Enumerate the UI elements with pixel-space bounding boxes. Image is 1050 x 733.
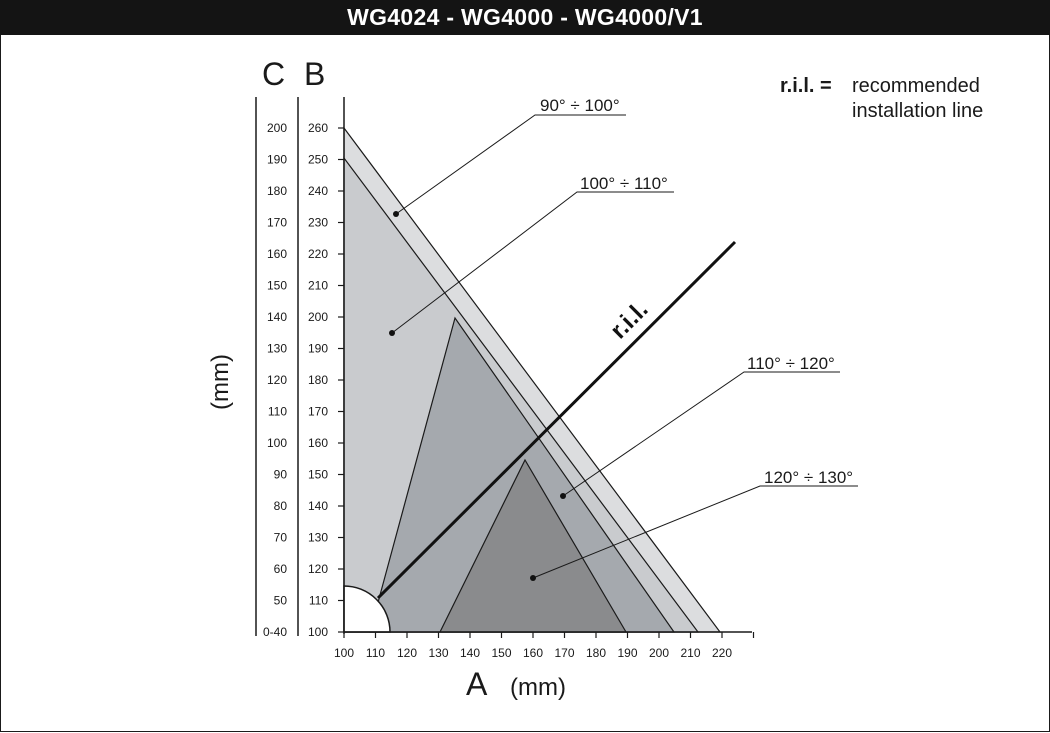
a-tick-label: 170: [554, 646, 574, 660]
a-tick-label: 140: [460, 646, 480, 660]
b-tick-label: 220: [308, 247, 328, 261]
c-tick-label: 100: [267, 436, 287, 450]
b-tick-label: 260: [308, 121, 328, 135]
c-tick-label: 90: [274, 468, 288, 482]
leader-dots: [389, 211, 566, 581]
region-label-110-120: 110° ÷ 120°: [747, 354, 835, 373]
a-tick-label: 160: [523, 646, 543, 660]
c-tick-label: 0-40: [263, 625, 287, 639]
c-tick-label: 170: [267, 216, 287, 230]
region-label-90-100: 90° ÷ 100°: [540, 96, 620, 115]
b-tick-label: 160: [308, 436, 328, 450]
axis-c-letter: C: [262, 56, 285, 92]
c-tick-label: 120: [267, 373, 287, 387]
a-tick-label: 150: [491, 646, 511, 660]
b-tick-label: 250: [308, 153, 328, 167]
c-tick-label: 180: [267, 184, 287, 198]
axis-b-letter: B: [304, 56, 325, 92]
b-tick-label: 120: [308, 562, 328, 576]
b-tick-label: 130: [308, 531, 328, 545]
a-tick-label: 100: [334, 646, 354, 660]
a-tick-label: 120: [397, 646, 417, 660]
b-tick-label: 240: [308, 184, 328, 198]
c-tick-label: 70: [274, 531, 288, 545]
c-tick-label: 130: [267, 342, 287, 356]
b-tick-label: 100: [308, 625, 328, 639]
region-label-120-130: 120° ÷ 130°: [764, 468, 853, 487]
c-tick-label: 200: [267, 121, 287, 135]
c-tick-label: 60: [274, 562, 288, 576]
c-axis-ticks: 0-40 50 60 70 80 90 100 110 120 130 140 150 160 170 18…: [263, 121, 287, 639]
x-unit-label: (mm): [510, 674, 566, 701]
b-tick-label: 200: [308, 310, 328, 324]
a-tick-label: 190: [617, 646, 637, 660]
leader-lines: [391, 114, 858, 579]
b-tick-label: 140: [308, 499, 328, 513]
a-tick-label: 200: [649, 646, 669, 660]
c-tick-label: 190: [267, 153, 287, 167]
recommended-installation-line: [376, 240, 737, 600]
b-tick-label: 170: [308, 405, 328, 419]
region-label-100-110: 100° ÷ 110°: [580, 174, 668, 193]
c-tick-label: 80: [274, 499, 288, 513]
c-tick-label: 50: [274, 594, 288, 608]
b-tick-label: 190: [308, 342, 328, 356]
legend-line1: recommended: [852, 75, 980, 97]
legend-line2: installation line: [852, 100, 983, 122]
c-tick-label: 150: [267, 279, 287, 293]
page-title: WG4024 - WG4000 - WG4000/V1: [0, 0, 1050, 35]
y-unit-label: (mm): [207, 354, 234, 410]
b-tick-label: 180: [308, 373, 328, 387]
ril-line-label: r.i.l.: [605, 296, 653, 344]
b-tick-label: 210: [308, 279, 328, 293]
c-tick-label: 160: [267, 247, 287, 261]
c-tick-label: 110: [268, 405, 287, 419]
b-tick-label: 150: [308, 468, 328, 482]
a-tick-label: 110: [366, 646, 385, 660]
a-tick-label: 220: [712, 646, 732, 660]
b-tick-label: 230: [308, 216, 328, 230]
a-axis-ticks: 100 110 120 130 140 150 160 170 180 190 200 210 220: [334, 632, 755, 660]
a-tick-label: 180: [586, 646, 606, 660]
axis-a-letter: A: [466, 666, 488, 702]
legend-abbr: r.i.l. =: [780, 75, 832, 97]
b-axis-ticks: 100 110 120 130 140 150 160 170 180 190 200 210 220 2…: [308, 121, 344, 639]
c-tick-label: 140: [267, 310, 287, 324]
b-tick-label: 110: [309, 594, 328, 608]
a-tick-label: 130: [428, 646, 448, 660]
a-tick-label: 210: [680, 646, 700, 660]
